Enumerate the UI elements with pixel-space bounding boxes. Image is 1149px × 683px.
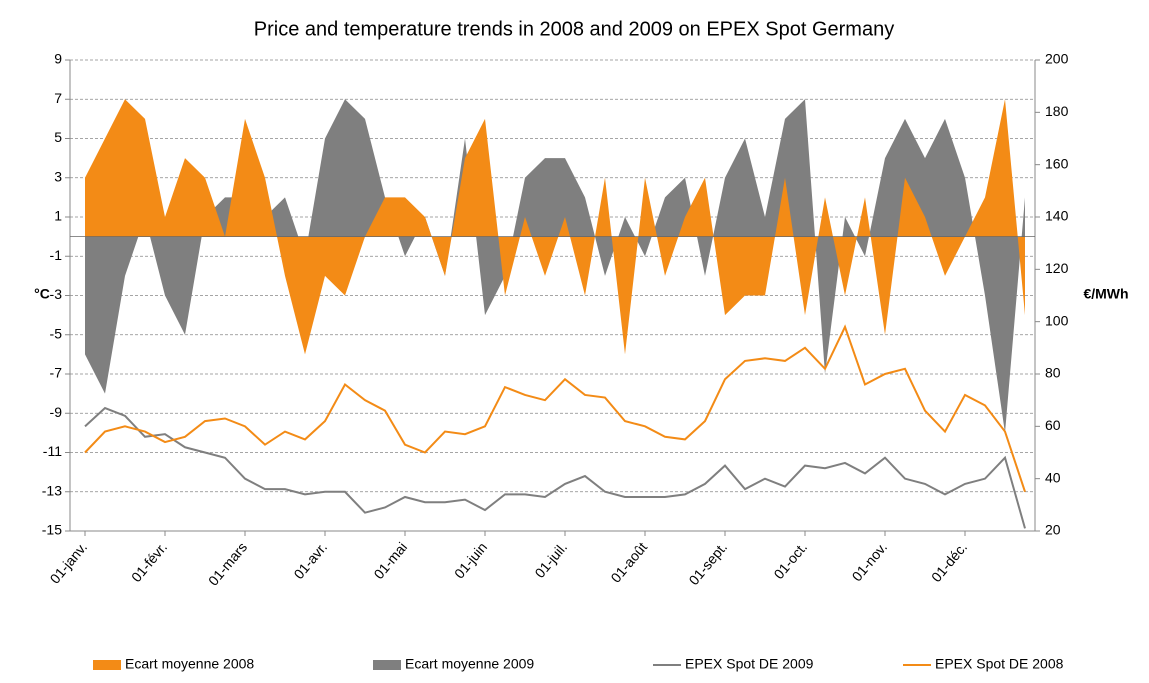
- y-tick-label: -5: [50, 325, 63, 341]
- y2-tick-label: 40: [1045, 469, 1061, 485]
- y2-tick-label: 120: [1045, 260, 1069, 276]
- area: [85, 99, 1025, 433]
- y-axis-label: °C: [34, 286, 50, 302]
- legend-label: EPEX Spot DE 2008: [935, 656, 1064, 672]
- y2-tick-label: 160: [1045, 155, 1069, 171]
- y2-tick-label: 200: [1045, 51, 1069, 67]
- x-tick-label: 01-déc.: [928, 539, 970, 585]
- y2-tick-label: 60: [1045, 417, 1061, 433]
- y2-axis-label: €/MWh: [1083, 286, 1128, 302]
- y-tick-label: 3: [54, 168, 62, 184]
- legend-label: Ecart moyenne 2009: [405, 656, 534, 672]
- x-tick-label: 01-sept.: [685, 539, 730, 588]
- x-tick-label: 01-juil.: [531, 539, 570, 581]
- y2-tick-label: 80: [1045, 365, 1061, 381]
- x-tick-label: 01-oct.: [770, 539, 810, 582]
- y-tick-label: -1: [50, 247, 63, 263]
- y-tick-label: 7: [54, 90, 62, 106]
- x-tick-label: 01-févr.: [128, 539, 170, 585]
- legend-swatch: [93, 660, 121, 670]
- x-tick-label: 01-mars: [205, 539, 250, 589]
- chart-title: Price and temperature trends in 2008 and…: [254, 18, 894, 40]
- y2-tick-label: 180: [1045, 103, 1069, 119]
- y-tick-label: -9: [50, 404, 63, 420]
- legend-label: Ecart moyenne 2008: [125, 656, 254, 672]
- y-tick-label: -3: [50, 286, 63, 302]
- y-tick-label: -13: [42, 482, 62, 498]
- y2-tick-label: 20: [1045, 522, 1061, 538]
- x-tick-label: 01-juin: [451, 539, 490, 581]
- y-tick-label: -7: [50, 365, 63, 381]
- y2-tick-label: 100: [1045, 312, 1069, 328]
- area: [85, 99, 1025, 355]
- y2-tick-label: 140: [1045, 208, 1069, 224]
- y-tick-label: 5: [54, 129, 62, 145]
- line: [84, 406, 1026, 529]
- y-tick-label: -15: [42, 522, 62, 538]
- legend-label: EPEX Spot DE 2009: [685, 656, 814, 672]
- x-tick-label: 01-mai: [370, 539, 410, 582]
- line: [84, 324, 1026, 493]
- y-tick-label: 1: [54, 208, 62, 224]
- y-tick-label: 9: [54, 51, 62, 67]
- y-tick-label: -11: [43, 443, 62, 459]
- x-tick-label: 01-août: [607, 539, 650, 586]
- x-tick-label: 01-nov.: [849, 539, 891, 584]
- legend-swatch: [373, 660, 401, 670]
- x-tick-label: 01-avr.: [290, 539, 330, 582]
- x-tick-label: 01-janv.: [47, 539, 91, 587]
